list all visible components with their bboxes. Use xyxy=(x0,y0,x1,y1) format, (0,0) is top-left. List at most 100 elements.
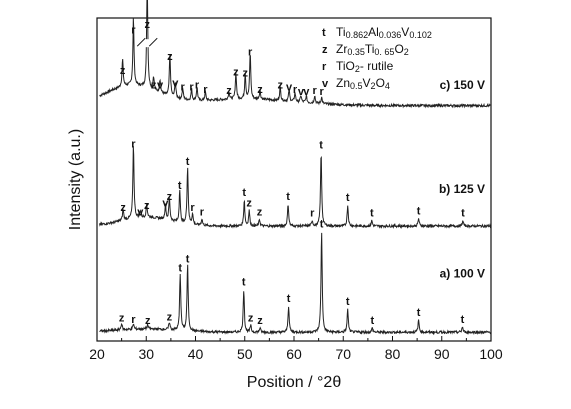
series-label: c) 150 V xyxy=(440,78,485,92)
break-slash xyxy=(136,37,146,47)
series-line xyxy=(99,145,492,230)
legend-entry: TiO2- rutile xyxy=(336,59,394,74)
legend-entry-part: 0.5 xyxy=(350,81,363,91)
peak-label: r xyxy=(131,314,136,326)
peak-label: t xyxy=(417,205,421,217)
peak-label: r xyxy=(131,139,136,151)
peak-label: z xyxy=(242,67,248,79)
peak-label: z xyxy=(120,65,126,77)
x-axis: 20 30 40 50 60 70 80 90 100 xyxy=(89,336,503,362)
legend-entry-part: Zr xyxy=(336,42,347,56)
legend-entry-part: V xyxy=(363,76,371,90)
legend-entry: Ti0.862Al0.036V0.102 xyxy=(336,25,432,40)
peak-label: z xyxy=(257,206,263,218)
series-labels: c) 150 V b) 125 V a) 100 V xyxy=(439,78,485,280)
series-group xyxy=(99,0,492,336)
peak-label: r xyxy=(195,79,200,91)
break-gap xyxy=(137,39,158,48)
legend-entry-part: 0.036 xyxy=(379,30,402,40)
peak-label: v xyxy=(162,198,169,210)
legend-entry-part: Ti xyxy=(336,25,346,39)
peak-label: z xyxy=(167,312,173,324)
legend-entry-part: 0.35 xyxy=(347,47,365,57)
peak-label: z xyxy=(248,313,254,325)
peak-label: v xyxy=(157,79,164,91)
series-label: b) 125 V xyxy=(439,182,485,196)
legend-key: z xyxy=(322,44,328,56)
legend-key: r xyxy=(322,61,327,73)
peak-label: r xyxy=(190,202,195,214)
peak-label: r xyxy=(181,82,186,94)
x-tick-label: 90 xyxy=(434,346,450,362)
peak-label: z xyxy=(167,51,173,63)
series-line xyxy=(99,0,491,109)
peak-label: v xyxy=(137,206,144,218)
legend-entry-part: Zn xyxy=(336,76,350,90)
peak-label: z xyxy=(233,66,239,78)
peak-label: r xyxy=(293,84,298,96)
x-tick-label: 50 xyxy=(237,346,253,362)
peak-label: v xyxy=(303,86,310,98)
legend-entry-part: 2 xyxy=(371,81,376,91)
peak-label: r xyxy=(319,86,324,98)
legend-entry-part: 0.102 xyxy=(409,30,432,40)
peak-label: z xyxy=(151,79,157,91)
legend-entry-part: Al xyxy=(368,25,379,39)
peak-label: z xyxy=(257,84,263,96)
peak-label: t xyxy=(461,314,465,326)
peak-label: r xyxy=(313,85,318,97)
x-tick-label: 100 xyxy=(479,346,503,362)
peak-label: t xyxy=(178,262,182,274)
peak-label: z xyxy=(144,200,150,212)
peak-label: z xyxy=(167,191,173,203)
x-tick-label: 80 xyxy=(385,346,401,362)
peak-label: v xyxy=(172,77,179,89)
peak-label: t xyxy=(287,293,291,305)
peak-label: v xyxy=(286,82,293,94)
peak-label: z xyxy=(119,313,125,325)
peak-label: z xyxy=(246,198,252,210)
peak-label: z xyxy=(145,315,151,327)
legend-entry-part: 2 xyxy=(404,47,409,57)
peak-label: z xyxy=(144,19,150,31)
peak-label: t xyxy=(346,296,350,308)
legend-entry-part: 4 xyxy=(385,81,390,91)
peak-label: t xyxy=(242,187,246,199)
peak-label: t xyxy=(319,140,323,152)
peak-label: v xyxy=(298,86,305,98)
legend-entry-part: O xyxy=(394,42,403,56)
legend-entry-part: 0.862 xyxy=(346,30,369,40)
peak-label: t xyxy=(286,191,290,203)
peak-label: r xyxy=(189,82,194,94)
peak-label: t xyxy=(242,277,246,289)
y-axis-title: Intensity (a.u.) xyxy=(67,129,84,230)
peak-label: t xyxy=(320,219,324,231)
peak-label: t xyxy=(417,307,421,319)
x-tick-label: 60 xyxy=(286,346,302,362)
legend-entry-part: O xyxy=(376,76,385,90)
legend-entry-part: 0. 65 xyxy=(374,47,394,57)
legend-entry-part: TiO xyxy=(336,59,355,73)
peak-label: r xyxy=(310,208,315,220)
axis-break-mark xyxy=(136,37,158,48)
peak-label: z xyxy=(120,202,126,214)
peak-label: t xyxy=(186,156,190,168)
peak-label: z xyxy=(277,79,283,91)
x-tick-label: 20 xyxy=(89,346,105,362)
x-tick-label: 70 xyxy=(335,346,351,362)
peak-label: t xyxy=(370,315,374,327)
legend-entry: Zn0.5V2O4 xyxy=(336,76,390,91)
series-label: a) 100 V xyxy=(440,266,485,280)
peak-label: z xyxy=(226,85,232,97)
legend-entry-part: 2 xyxy=(355,64,360,74)
peak-label: t xyxy=(186,254,190,266)
peak-label: z xyxy=(257,315,263,327)
peak-label: r xyxy=(203,84,208,96)
legend-entry-part: V xyxy=(401,25,409,39)
peak-label: r xyxy=(200,206,205,218)
x-tick-label: 30 xyxy=(138,346,154,362)
legend-key: v xyxy=(322,78,329,90)
